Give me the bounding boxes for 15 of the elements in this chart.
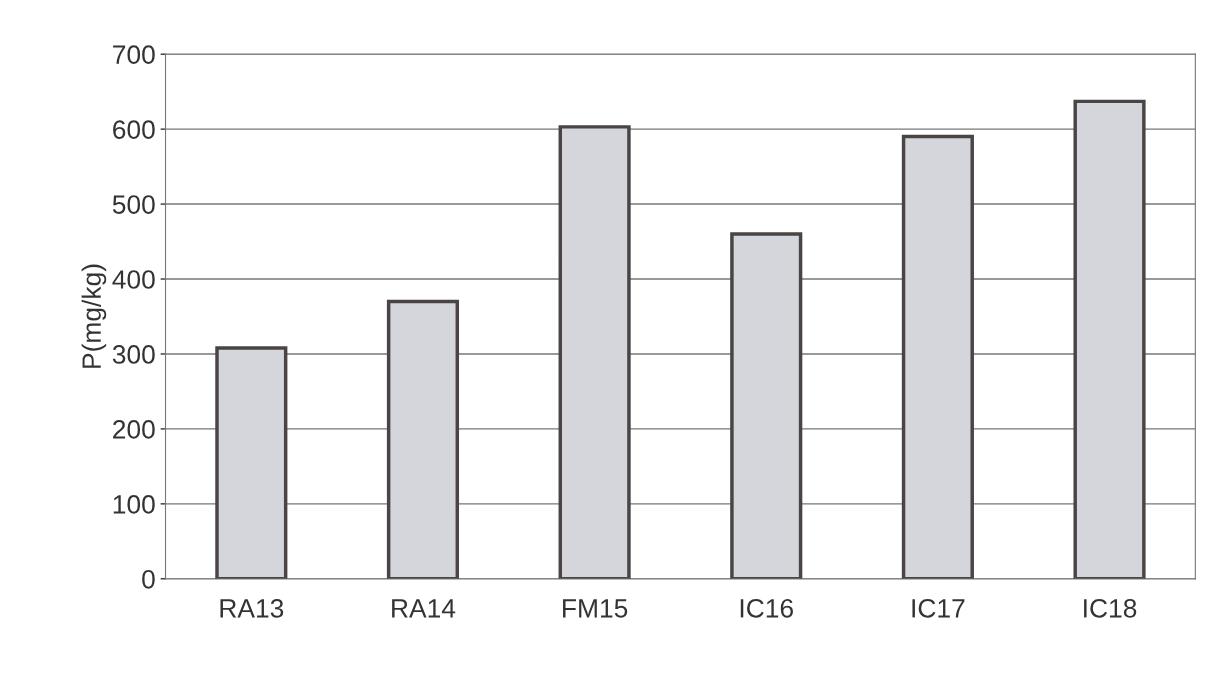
x-tick-label: IC16: [740, 598, 793, 618]
x-tick-label: IC18: [1084, 598, 1137, 618]
y-tick-label: 100: [113, 495, 155, 514]
y-tick-label: 300: [112, 345, 155, 364]
y-tick-label: 400: [112, 270, 155, 289]
y-tick-label: 500: [112, 195, 155, 214]
y-tick-label: 0: [142, 569, 155, 589]
y-axis-title: P(mg/kg): [81, 264, 107, 368]
y-tick-label: 600: [113, 120, 155, 139]
x-tick-label: RA14: [392, 599, 456, 618]
x-tick-label: FM15: [563, 599, 628, 618]
y-tick-label: 200: [113, 420, 155, 439]
y-tick-label: 700: [113, 45, 155, 64]
x-tick-label: IC17: [912, 598, 965, 618]
x-tick-label: RA13: [220, 598, 284, 618]
